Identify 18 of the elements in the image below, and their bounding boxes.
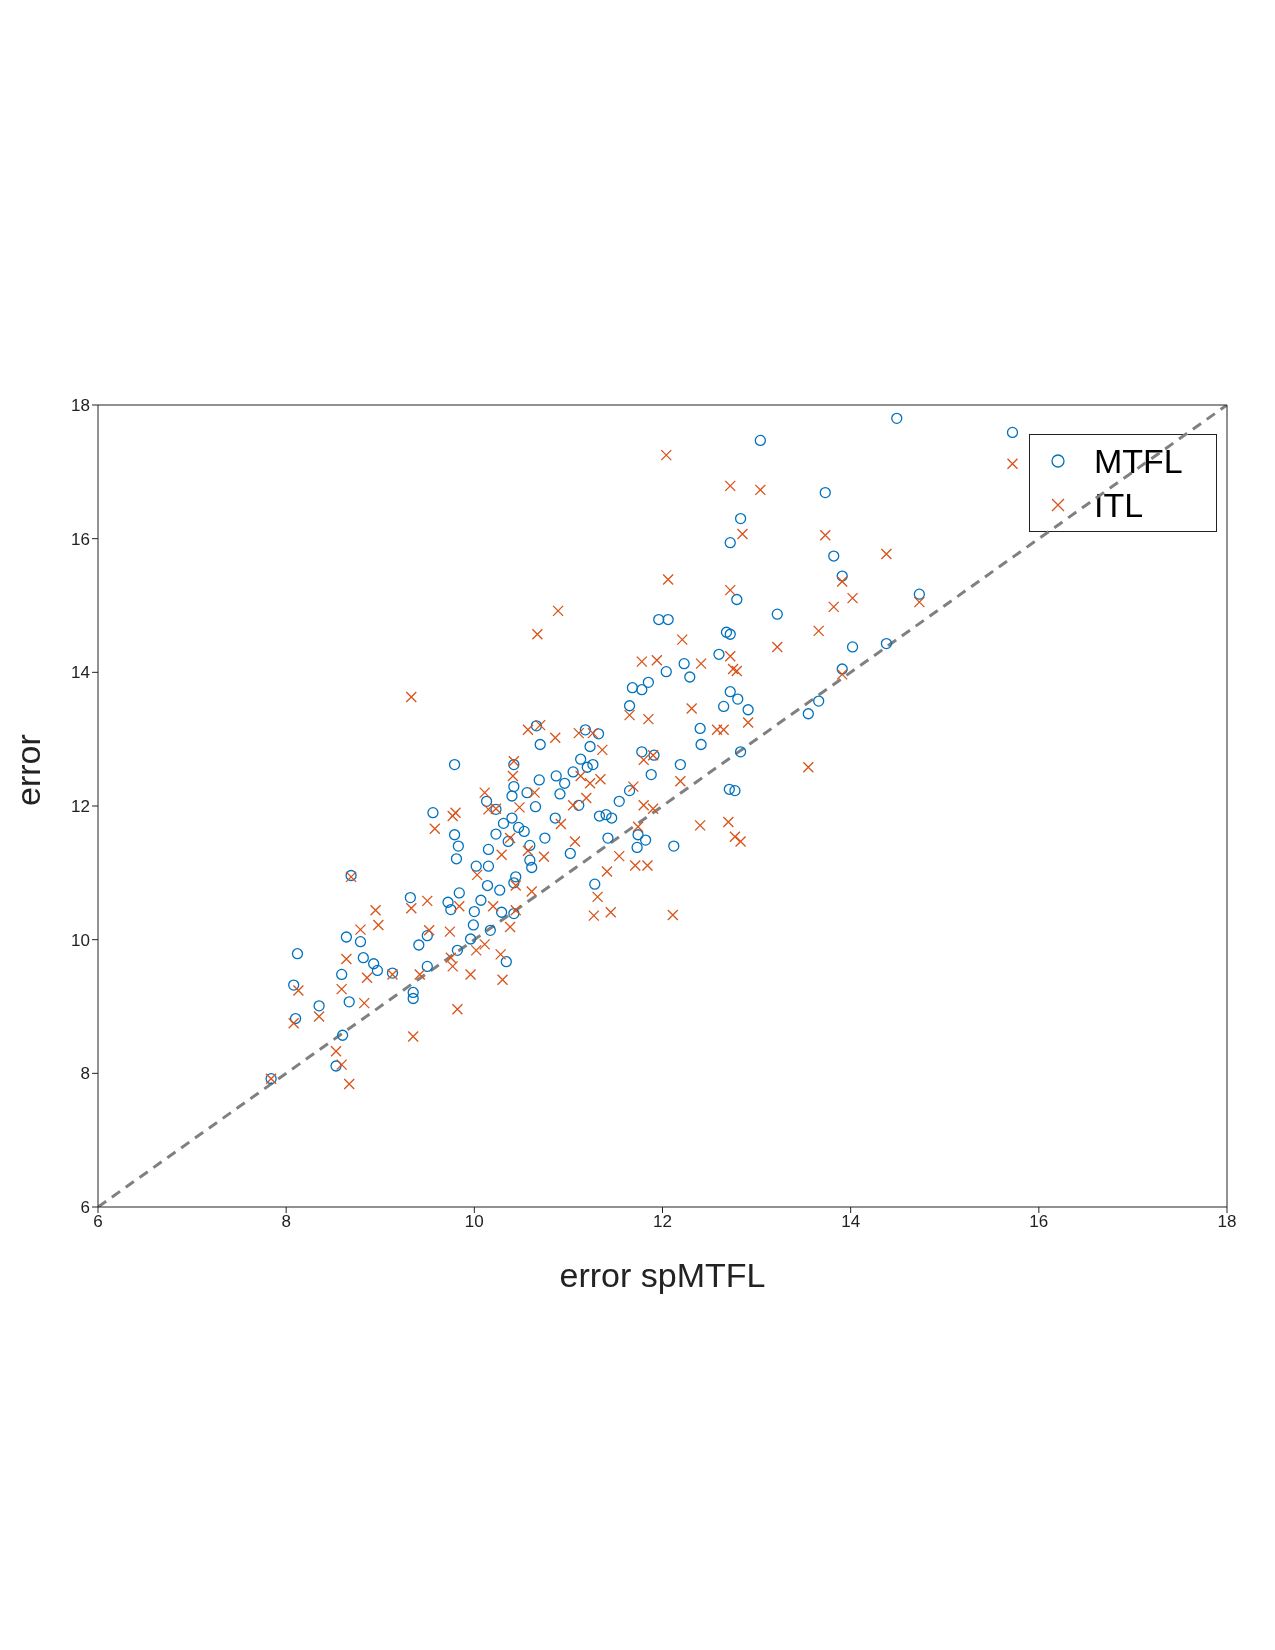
x-axis-title: error spMTFL xyxy=(559,1256,766,1294)
y-tick-label: 18 xyxy=(71,396,90,416)
y-tick-label: 10 xyxy=(71,930,90,950)
x-tick-label: 18 xyxy=(1217,1212,1237,1232)
legend-label: MTFL xyxy=(1094,441,1183,481)
y-tick-label: 8 xyxy=(80,1064,90,1084)
legend-label: ITL xyxy=(1094,485,1144,525)
x-tick-label: 10 xyxy=(464,1212,484,1232)
y-tick-label: 14 xyxy=(71,663,90,683)
x-tick-label: 12 xyxy=(653,1212,672,1232)
y-tick-label: 16 xyxy=(71,529,90,549)
x-tick-label: 14 xyxy=(841,1212,861,1232)
y-tick-label: 6 xyxy=(80,1198,90,1218)
x-tick-label: 6 xyxy=(93,1212,103,1232)
y-tick-label: 12 xyxy=(71,797,90,817)
y-axis-title: error xyxy=(9,734,48,806)
x-tick-label: 8 xyxy=(281,1212,291,1232)
x-tick-label: 16 xyxy=(1029,1212,1049,1232)
